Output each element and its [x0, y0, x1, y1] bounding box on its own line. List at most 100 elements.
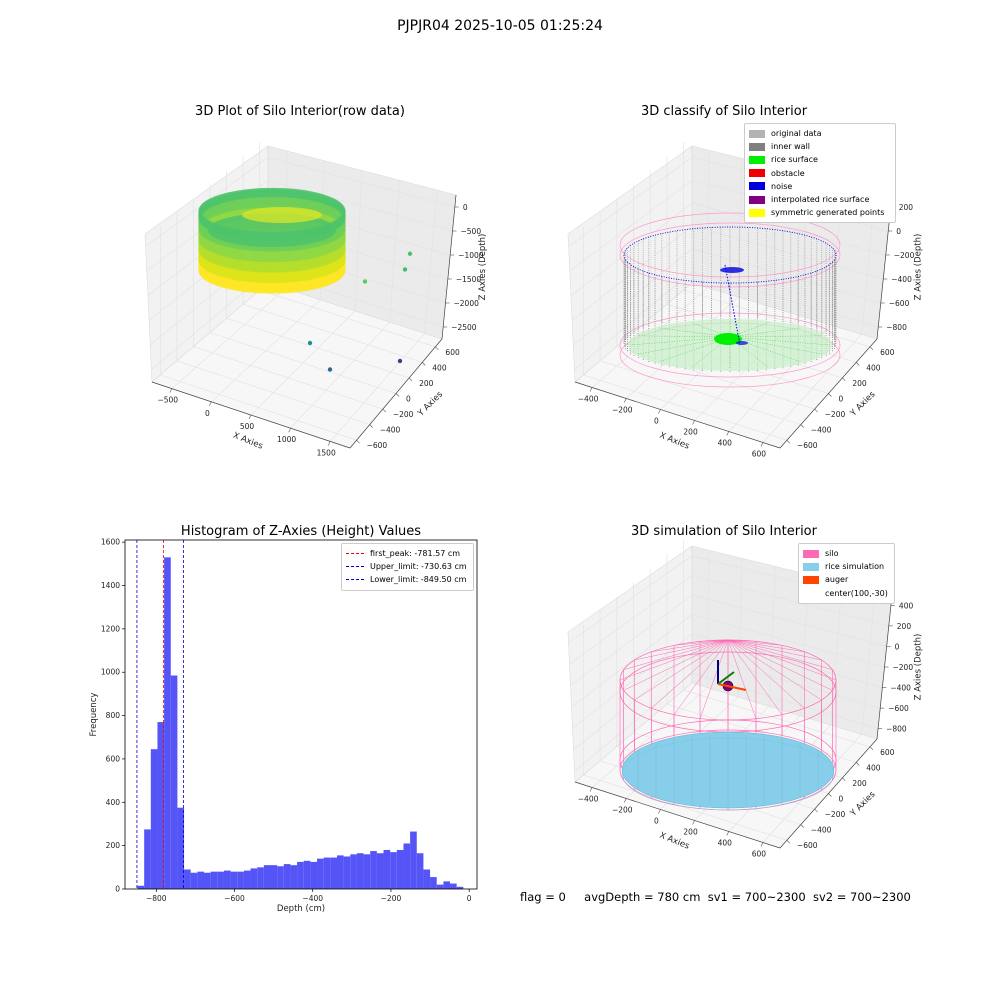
sim-silo-roof-wire	[623, 639, 729, 670]
classify-legend-item: symmetric generated points	[749, 206, 891, 219]
histogram-y-tick-label: 1600	[101, 538, 120, 547]
histogram-bar	[423, 869, 431, 889]
sim-y-tick	[800, 824, 804, 828]
sim-z-gridline	[691, 594, 887, 647]
cls-z-tick-label: −600	[889, 299, 910, 308]
raw-z-tick-label: −1000	[458, 251, 484, 260]
raw-y-gridline	[193, 346, 383, 410]
histogram-y-tick-label: 1400	[101, 581, 120, 590]
histogram-bar	[323, 857, 331, 889]
histogram-y-tick-label: 600	[106, 754, 121, 763]
raw-x-axis-line	[151, 381, 351, 449]
sim-x-axis-line	[574, 781, 781, 849]
legend-label: symmetric generated points	[771, 208, 885, 218]
sim-z-tick-label: −400	[890, 684, 911, 693]
histogram-bar	[184, 869, 191, 889]
raw-y-tick	[369, 424, 373, 428]
cls-rice-surface-point	[729, 336, 831, 346]
cls-y-tick-label: 200	[852, 379, 867, 388]
cls-x-tick-label: 400	[718, 439, 733, 448]
legend-line-swatch	[346, 566, 364, 568]
legend-swatch	[749, 129, 765, 138]
simulation-3d-plot: −400 −200 0 200 400 600 −600 −400 −200 0 200 400 600…	[567, 540, 924, 859]
legend-swatch	[749, 195, 765, 204]
histogram-bar	[210, 871, 218, 889]
raw-y-tick-label: −600	[367, 441, 388, 450]
cls-rice-surface-point	[637, 335, 731, 338]
sim-y-tick-label: 600	[880, 748, 895, 757]
raw-y-axis-line	[349, 338, 443, 449]
legend-swatch	[749, 169, 765, 178]
cls-z-gridline	[571, 225, 693, 321]
sim-x-tick	[589, 787, 593, 792]
histogram-bar	[363, 854, 371, 889]
sv2-value: sv2 = 700~2300	[812, 890, 911, 904]
cls-rice-surface-point	[629, 336, 731, 346]
depth-histogram: −800 −600 −400 −200 0 0 200 400 600 800 1000 1200 14…	[89, 538, 478, 914]
histogram-bar	[263, 865, 271, 889]
cls-x-tick	[658, 409, 661, 414]
sim-z-tick-label: −600	[888, 704, 909, 713]
cls-noise-cluster	[720, 267, 744, 273]
simulation-legend-item: silo	[803, 547, 890, 560]
histogram-bar	[403, 843, 411, 889]
sim-y-tick	[828, 793, 832, 797]
legend-label: noise	[771, 181, 793, 191]
sim-z-gridline	[691, 614, 885, 668]
cls-z-gridline	[574, 271, 693, 370]
raw-outlier-point	[362, 279, 368, 284]
sim-silo-roof-wire	[699, 639, 729, 719]
raw-x-tick	[248, 414, 252, 420]
legend-label: Lower_limit: -849.50 cm	[370, 575, 467, 585]
sv1-value: sv1 = 700~2300	[707, 890, 806, 904]
sim-y-axis-line	[779, 738, 878, 849]
cls-z-gridline	[569, 180, 693, 272]
cls-y-tick	[800, 424, 804, 428]
histogram-bar	[230, 871, 238, 889]
raw-3d-plot: −500050010001500−600−400−20002004006000−…	[144, 142, 488, 457]
cls-z-tick-label: 0	[896, 227, 901, 236]
histogram-bar	[450, 883, 457, 889]
raw-x-tick	[288, 428, 291, 433]
histogram-bar	[456, 886, 464, 889]
raw-y-tick-label: −400	[380, 426, 401, 435]
sim-y-tick	[814, 808, 818, 813]
sim-y-tick-label: 400	[866, 763, 881, 772]
histogram-bar	[217, 871, 224, 889]
sim-y-axis-label: Y Axies	[848, 789, 878, 819]
raw-x-tick-label: 0	[205, 409, 210, 418]
cls-rice-surface-point	[729, 322, 769, 338]
sim-x-tick-label: −400	[578, 795, 599, 804]
histogram-bar	[343, 856, 351, 889]
histogram-y-tick-label: 1000	[101, 668, 120, 677]
histogram-legend: first_peak: -781.57 cm Upper_limit: -730.…	[341, 543, 474, 591]
histogram-x-tick-label: −200	[381, 894, 402, 903]
sim-z-tick-label: −200	[893, 663, 914, 672]
cls-y-tick	[786, 440, 791, 444]
cls-y-gridline	[683, 289, 871, 348]
histogram-bar	[283, 864, 291, 889]
cls-z-gridline	[570, 202, 693, 296]
raw-outlier-point	[307, 340, 313, 346]
sim-z-gridline	[691, 672, 879, 730]
raw-y-tick-label: 0	[406, 395, 411, 404]
histogram-bar	[137, 885, 145, 889]
flag-value: flag = 0	[520, 890, 566, 904]
cls-rice-surface-point	[659, 327, 731, 338]
raw-y-gridline	[243, 303, 423, 363]
histogram-bar	[243, 870, 251, 889]
raw-z-axis-label: Z Axies (Depth)	[478, 234, 488, 301]
histogram-bar	[430, 877, 437, 889]
cls-x-tick-label: 200	[683, 428, 698, 437]
sim-silo-roof-wire	[727, 639, 783, 646]
histogram-bar	[396, 849, 404, 889]
histogram-bar	[197, 871, 205, 889]
histogram-bar	[277, 866, 284, 889]
sim-x-tick-label: 400	[718, 839, 733, 848]
histogram-legend-item: Upper_limit: -730.63 cm	[346, 560, 469, 573]
cls-x-tick-label: 0	[654, 417, 659, 426]
sim-z-gridline	[691, 575, 889, 627]
sim-z-gridline	[691, 653, 881, 709]
histogram-bar	[310, 861, 318, 889]
sim-silo-roof-wire	[727, 639, 822, 701]
